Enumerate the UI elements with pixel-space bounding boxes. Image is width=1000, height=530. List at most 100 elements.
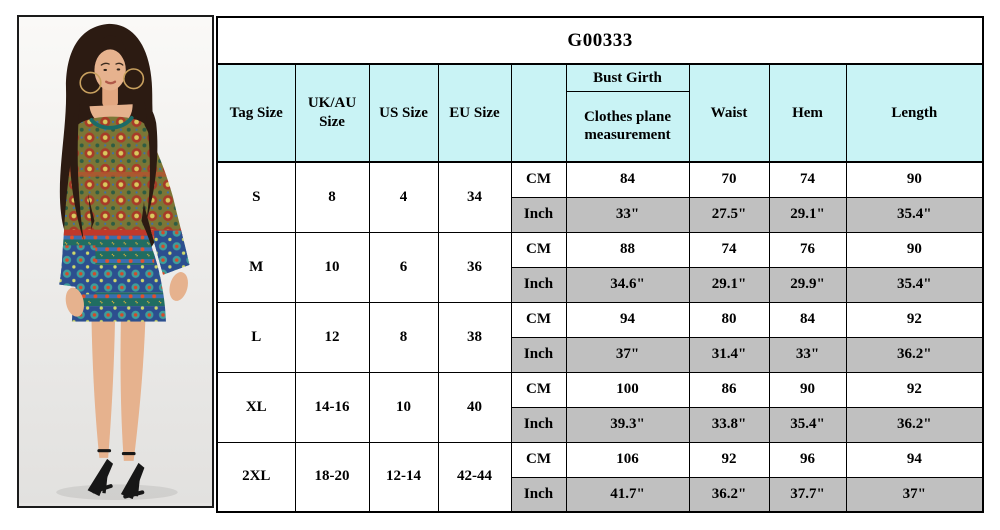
cell-unit-cm: CM (510, 441, 567, 478)
cell-length-inch: 37" (845, 476, 984, 513)
header-hem: Hem (768, 63, 847, 163)
cell-tag-size: M (216, 231, 296, 303)
cell-bust-cm: 100 (565, 371, 690, 408)
cell-unit-inch: Inch (510, 406, 567, 443)
header-us-size: US Size (368, 63, 439, 163)
size-row-xl-inch: Inch 39.3" 33.8" 35.4" 36.2" (217, 406, 984, 443)
cell-waist-inch: 36.2" (688, 476, 770, 513)
cell-eu-size: 40 (437, 371, 512, 443)
cell-hem-cm: 96 (768, 441, 847, 478)
title-row: G00333 (216, 16, 984, 65)
cell-unit-inch: Inch (510, 196, 567, 233)
cell-hem-inch: 29.9" (768, 266, 847, 303)
size-chart: G00333 Tag Size UK/AU Size US Size EU Si… (216, 16, 985, 513)
cell-tag-size: XL (216, 371, 296, 443)
cell-length-inch: 36.2" (845, 406, 984, 443)
cell-eu-size: 34 (437, 161, 512, 233)
header-waist: Waist (688, 63, 770, 163)
cell-waist-cm: 86 (688, 371, 770, 408)
cell-tag-size: S (216, 161, 296, 233)
cell-waist-inch: 31.4" (688, 336, 770, 373)
cell-tag-size: 2XL (216, 441, 296, 513)
cell-unit-inch: Inch (510, 266, 567, 303)
cell-us-size: 6 (368, 231, 439, 303)
cell-bust-inch: 37" (565, 336, 690, 373)
header-unit-blank (510, 63, 567, 163)
cell-hem-inch: 29.1" (768, 196, 847, 233)
header-bust-girth: Bust Girth (567, 65, 688, 92)
header-row: Tag Size UK/AU Size US Size EU Size Bust… (216, 63, 984, 163)
size-row-m-inch: Inch 34.6" 29.1" 29.9" 35.4" (217, 266, 984, 303)
model-legs (91, 319, 146, 461)
cell-hem-inch: 33" (768, 336, 847, 373)
product-photo-panel (17, 15, 214, 508)
size-row-2xl-cm: 2XL 18-20 12-14 42-44 CM 106 92 96 94 (216, 441, 984, 513)
cell-hem-cm: 74 (768, 161, 847, 198)
cell-length-cm: 92 (845, 301, 984, 338)
cell-waist-inch: 29.1" (688, 266, 770, 303)
cell-unit-inch: Inch (510, 336, 567, 373)
cell-eu-size: 38 (437, 301, 512, 373)
cell-eu-size: 36 (437, 231, 512, 303)
cell-bust-inch: 41.7" (565, 476, 690, 513)
cell-length-inch: 35.4" (845, 266, 984, 303)
cell-length-inch: 35.4" (845, 196, 984, 233)
cell-hem-inch: 35.4" (768, 406, 847, 443)
header-eu-size: EU Size (437, 63, 512, 163)
high-heel-sandals (87, 449, 145, 500)
model-hand-left (65, 287, 84, 317)
cell-eu-size: 42-44 (437, 441, 512, 513)
size-row-s-inch: Inch 33" 27.5" 29.1" 35.4" (217, 196, 984, 233)
product-code: G00333 (216, 16, 984, 65)
size-row-m-cm: M 10 6 36 CM 88 74 76 90 (216, 231, 984, 303)
cell-us-size: 12-14 (368, 441, 439, 513)
cell-length-cm: 94 (845, 441, 984, 478)
model-hand-right (169, 272, 188, 301)
cell-hem-inch: 37.7" (768, 476, 847, 513)
size-table: G00333 Tag Size UK/AU Size US Size EU Si… (216, 16, 985, 513)
cell-length-inch: 36.2" (845, 336, 984, 373)
header-length: Length (845, 63, 984, 163)
cell-waist-cm: 80 (688, 301, 770, 338)
cell-length-cm: 90 (845, 231, 984, 268)
cell-bust-inch: 34.6" (565, 266, 690, 303)
cell-unit-cm: CM (510, 161, 567, 198)
cell-length-cm: 92 (845, 371, 984, 408)
cell-waist-cm: 92 (688, 441, 770, 478)
cell-hem-cm: 76 (768, 231, 847, 268)
cell-us-size: 4 (368, 161, 439, 233)
header-tag-size: Tag Size (216, 63, 296, 163)
cell-waist-inch: 33.8" (688, 406, 770, 443)
cell-ukau-size: 12 (294, 301, 370, 373)
cell-waist-inch: 27.5" (688, 196, 770, 233)
header-ukau-size: UK/AU Size (294, 63, 370, 163)
cell-tag-size: L (216, 301, 296, 373)
model-photo-illustration (19, 20, 212, 503)
cell-ukau-size: 14-16 (294, 371, 370, 443)
model-face (94, 35, 127, 91)
cell-ukau-size: 8 (294, 161, 370, 233)
cell-us-size: 10 (368, 371, 439, 443)
cell-unit-cm: CM (510, 231, 567, 268)
hoop-earring-left (79, 71, 102, 94)
cell-bust-inch: 39.3" (565, 406, 690, 443)
cell-bust-cm: 106 (565, 441, 690, 478)
cell-bust-cm: 94 (565, 301, 690, 338)
header-bust-measurement: Clothes plane measurement (583, 108, 672, 144)
cell-hem-cm: 90 (768, 371, 847, 408)
cell-us-size: 8 (368, 301, 439, 373)
size-row-s-cm: S 8 4 34 CM 84 70 74 90 (216, 161, 984, 233)
cell-length-cm: 90 (845, 161, 984, 198)
cell-ukau-size: 18-20 (294, 441, 370, 513)
cell-bust-cm: 88 (565, 231, 690, 268)
cell-waist-cm: 74 (688, 231, 770, 268)
cell-ukau-size: 10 (294, 231, 370, 303)
cell-bust-cm: 84 (565, 161, 690, 198)
size-row-l-cm: L 12 8 38 CM 94 80 84 92 (216, 301, 984, 373)
cell-bust-inch: 33" (565, 196, 690, 233)
cell-waist-cm: 70 (688, 161, 770, 198)
cell-unit-cm: CM (510, 371, 567, 408)
cell-hem-cm: 84 (768, 301, 847, 338)
size-row-xl-cm: XL 14-16 10 40 CM 100 86 90 92 (216, 371, 984, 443)
